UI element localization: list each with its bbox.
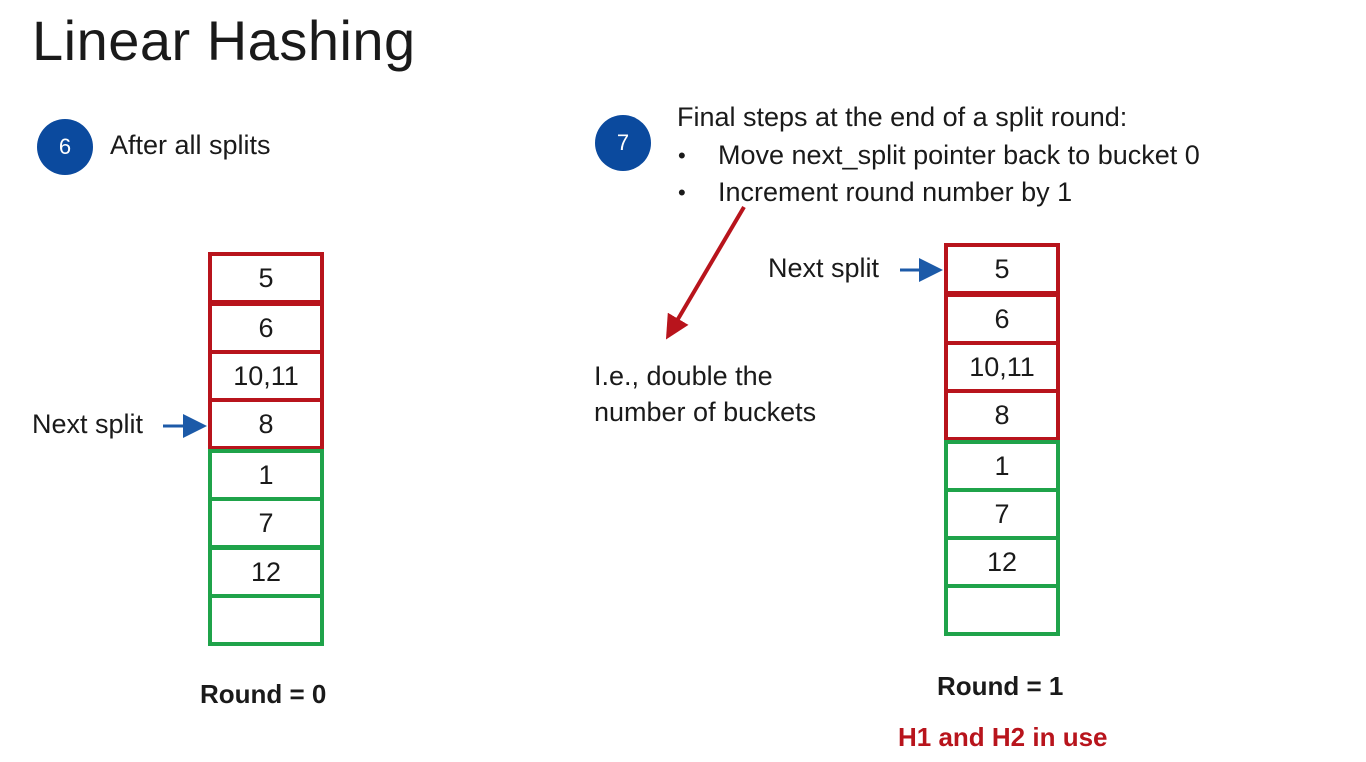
next-split-label: Next split xyxy=(768,253,880,283)
step-6-caption: After all splits xyxy=(110,130,271,160)
bucket: 6 xyxy=(208,302,324,354)
bucket: 6 xyxy=(944,293,1060,345)
bucket xyxy=(208,594,324,646)
note-line: number of buckets xyxy=(594,397,817,427)
bullet-item: Move next_split pointer back to bucket 0 xyxy=(718,140,1200,170)
round-label: Round = 0 xyxy=(200,679,327,709)
bucket: 10,11 xyxy=(208,350,324,402)
next-split-label: Next split xyxy=(32,409,144,439)
step-7-badge: 7 xyxy=(595,115,651,171)
bullet-icon: • xyxy=(678,143,686,168)
bullet-icon: • xyxy=(678,180,686,205)
bucket: 5 xyxy=(944,243,1060,295)
step-7-heading: Final steps at the end of a split round: xyxy=(677,102,1128,132)
bucket xyxy=(944,584,1060,636)
page-title: Linear Hashing xyxy=(32,9,416,72)
bucket: 7 xyxy=(944,488,1060,540)
bucket: 1 xyxy=(208,449,324,501)
bucket: 12 xyxy=(944,536,1060,588)
bullet-item: Increment round number by 1 xyxy=(718,177,1073,207)
bucket: 1 xyxy=(944,440,1060,492)
bucket: 5 xyxy=(208,252,324,304)
round-label: Round = 1 xyxy=(937,671,1064,701)
bucket: 7 xyxy=(208,497,324,549)
bucket: 8 xyxy=(944,389,1060,441)
step-6-badge: 6 xyxy=(37,119,93,175)
hash-functions-label: H1 and H2 in use xyxy=(898,722,1108,752)
pointer-arrow-icon xyxy=(665,205,746,340)
bucket: 8 xyxy=(208,398,324,450)
bucket: 10,11 xyxy=(944,341,1060,393)
note-line: I.e., double the xyxy=(594,361,773,391)
bucket: 12 xyxy=(208,546,324,598)
